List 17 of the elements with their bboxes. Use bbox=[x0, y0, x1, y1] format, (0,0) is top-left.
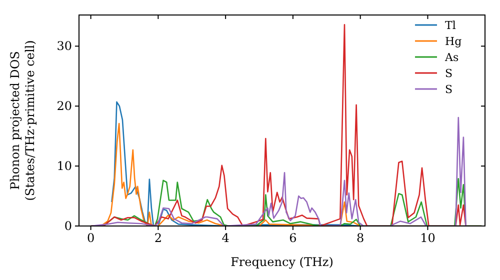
y-tick-label: 10 bbox=[56, 159, 72, 174]
legend-label: As bbox=[444, 51, 459, 64]
x-tick-label: 2 bbox=[154, 231, 162, 245]
legend-label: S bbox=[445, 67, 453, 80]
x-tick-label: 4 bbox=[222, 231, 230, 245]
x-tick-label: 6 bbox=[289, 231, 297, 245]
x-tick-label: 0 bbox=[86, 231, 95, 245]
legend-label: Tl bbox=[445, 19, 456, 32]
y-tick-label: 20 bbox=[56, 99, 72, 114]
x-tick-label: 8 bbox=[356, 231, 364, 245]
legend-label: S bbox=[445, 83, 453, 96]
y-tick-label: 0 bbox=[64, 219, 72, 233]
x-tick-label: 10 bbox=[420, 231, 436, 245]
y-axis-title: Phonon projected DOS (States/THz·primitive cell) bbox=[8, 40, 37, 201]
x-axis-title: Frequency (THz) bbox=[230, 255, 334, 269]
y-tick-label: 30 bbox=[56, 39, 72, 54]
legend-label: Hg bbox=[445, 35, 462, 48]
